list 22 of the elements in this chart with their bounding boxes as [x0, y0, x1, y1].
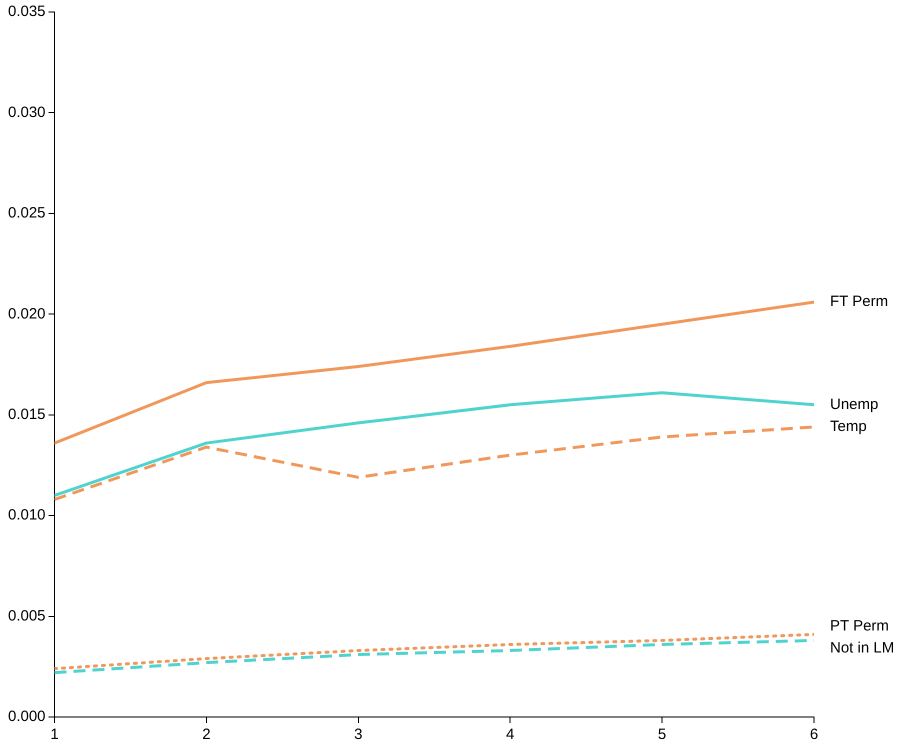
y-tick-label: 0.030 [8, 104, 46, 121]
x-tick-label: 1 [50, 726, 59, 744]
y-tick-label: 0.015 [8, 406, 46, 423]
line-series [54, 425, 814, 501]
series-label: PT Perm [830, 618, 889, 635]
x-tick-label: 5 [658, 726, 666, 744]
y-tick-label: 0.000 [8, 708, 46, 726]
y-tick-label: 0.025 [8, 204, 46, 222]
x-tick-label: 4 [506, 726, 514, 744]
series-label: Unemp [830, 396, 878, 413]
x-tick-label: 2 [202, 726, 211, 744]
y-tick-label: 0.010 [8, 506, 46, 524]
series-label: Temp [830, 418, 867, 436]
y-tick-label: 0.005 [8, 607, 46, 624]
x-tick-label: 6 [810, 726, 818, 744]
series-label: Not in LM [830, 640, 894, 657]
x-tick-label: 3 [354, 726, 362, 744]
series-label: FT Perm [830, 293, 888, 310]
line-series [54, 632, 814, 670]
y-tick-label: 0.020 [8, 305, 46, 322]
y-tick-label: 0.035 [8, 3, 46, 20]
line-series [54, 638, 814, 674]
